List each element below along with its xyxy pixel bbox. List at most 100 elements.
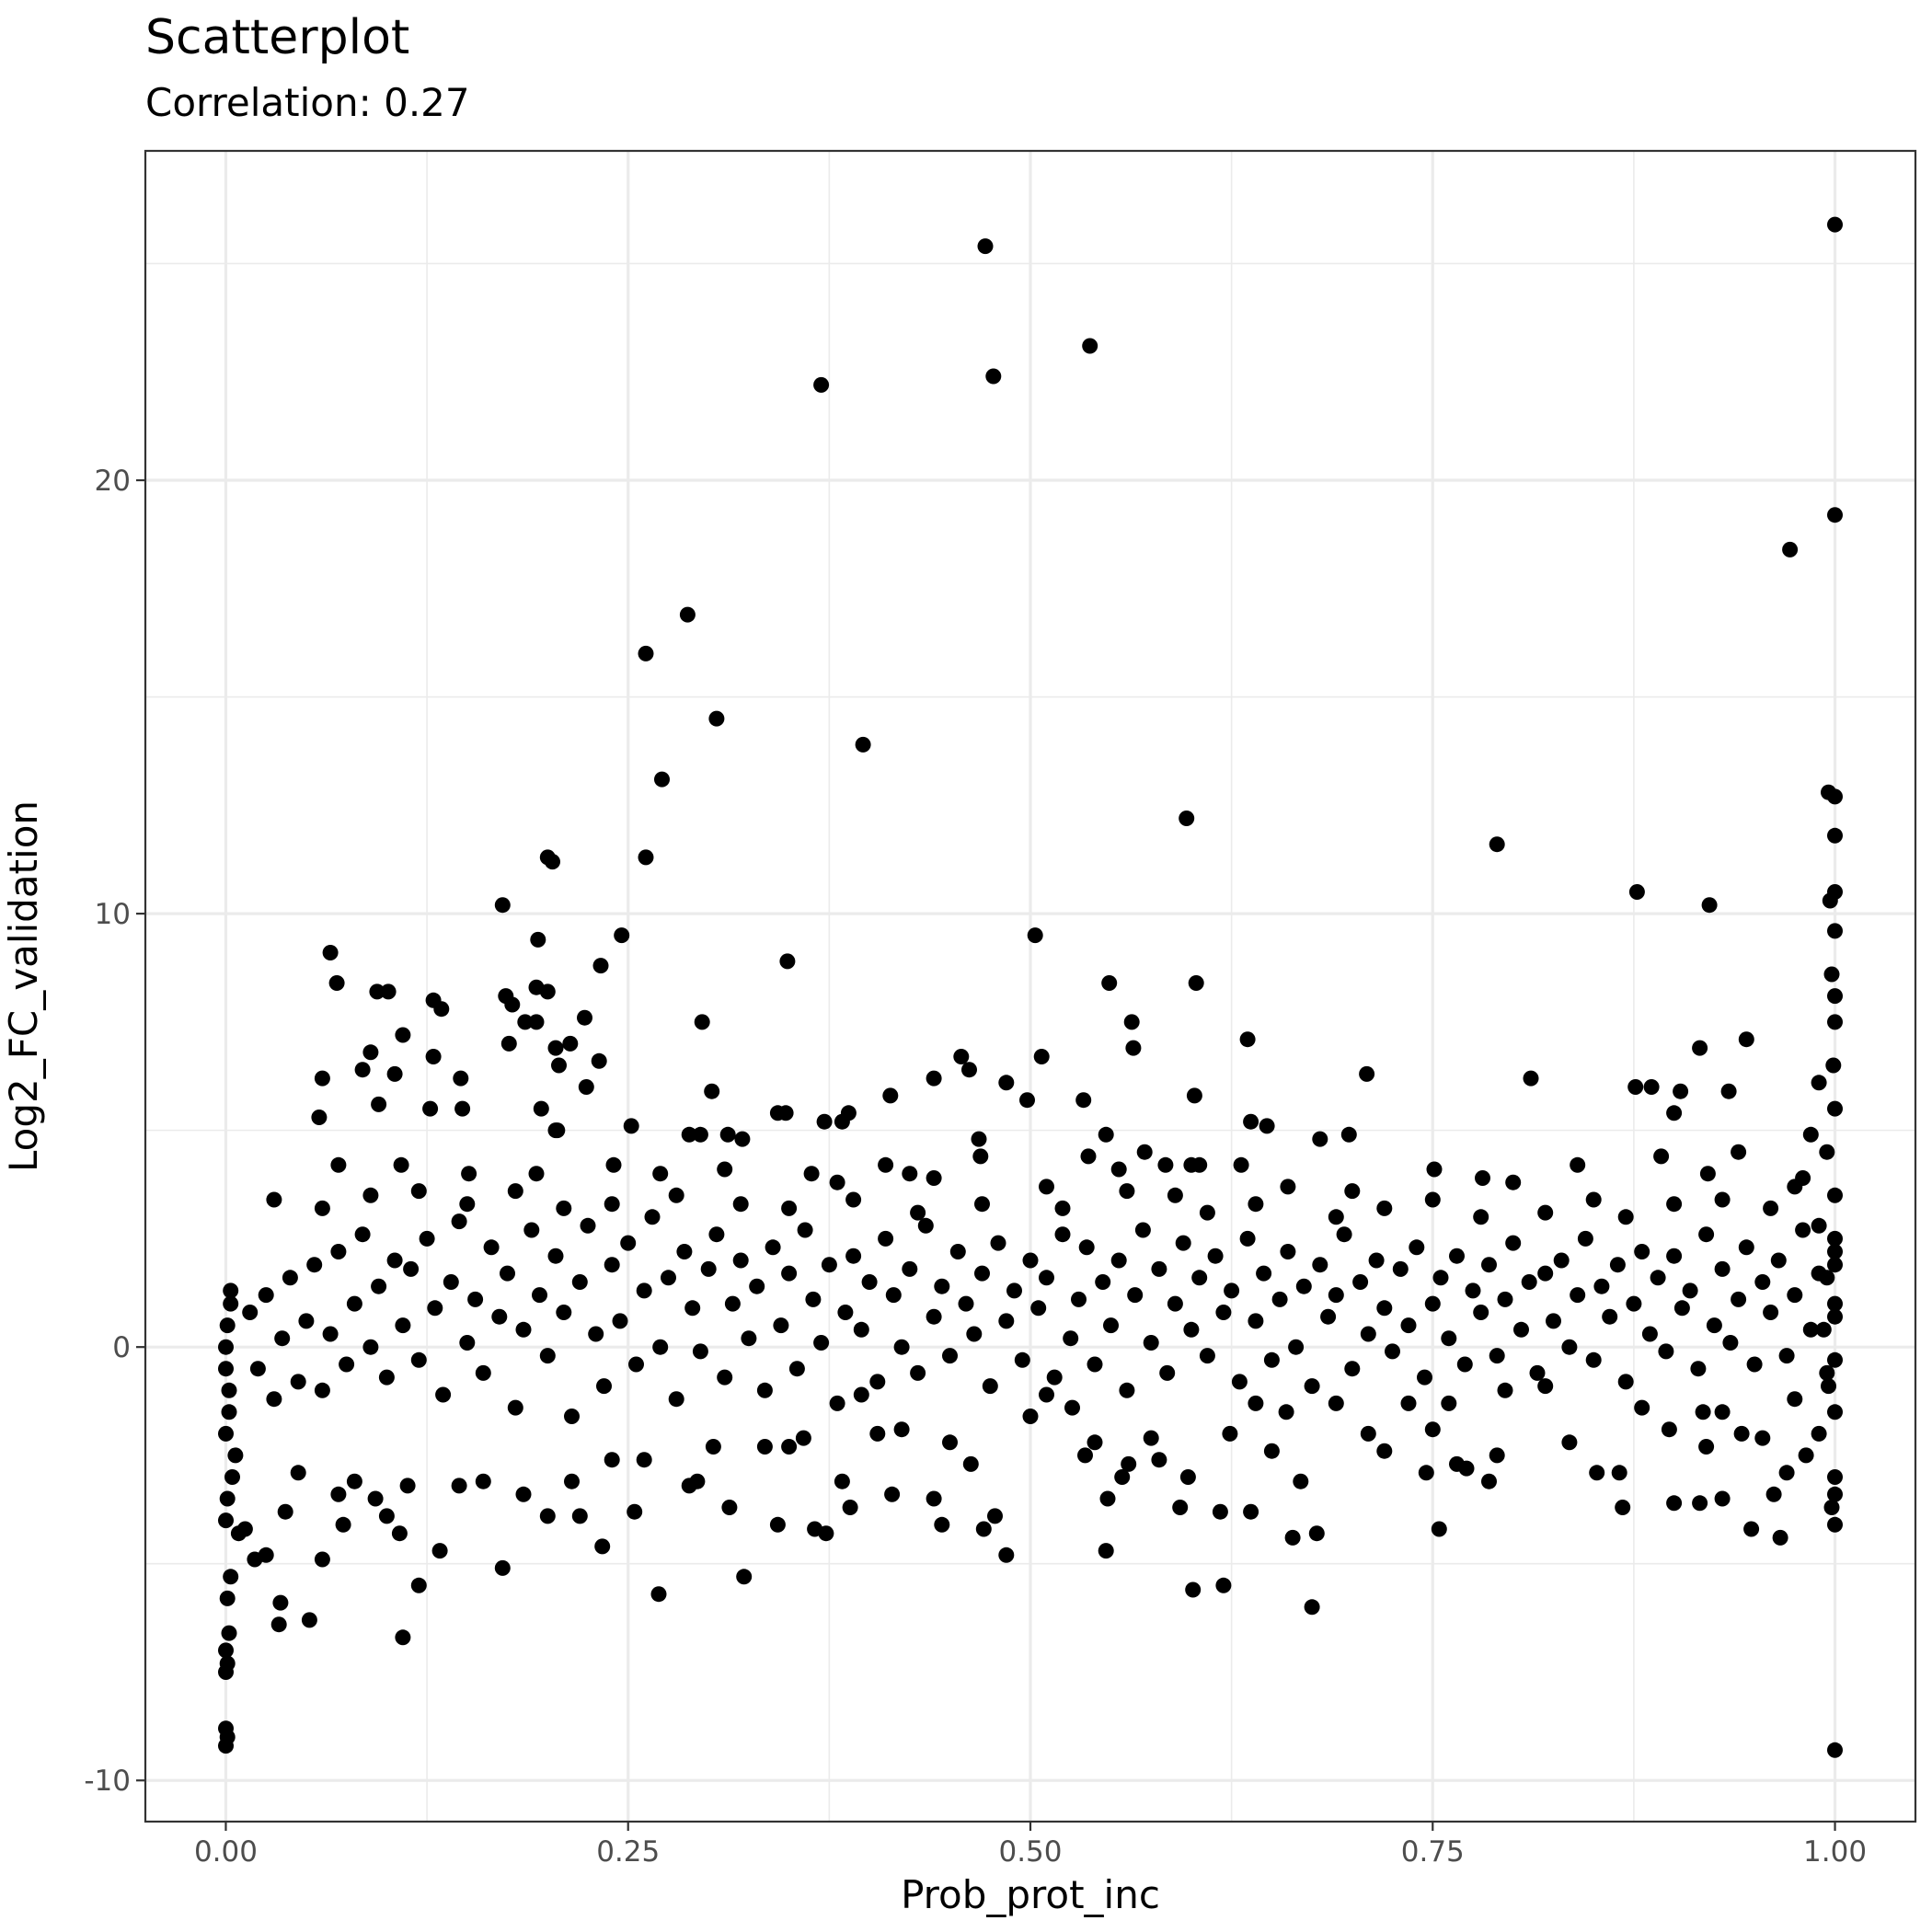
scatter-point	[1054, 1226, 1071, 1243]
scatter-point	[1481, 1257, 1497, 1273]
scatter-point	[1344, 1183, 1361, 1200]
scatter-point	[893, 1421, 910, 1438]
y-tick-label: 10	[95, 898, 131, 931]
scatter-point	[1233, 1156, 1249, 1173]
scatter-point	[1778, 1465, 1795, 1481]
scatter-point	[878, 1156, 894, 1173]
scatter-point	[797, 1222, 813, 1238]
scatter-point	[829, 1174, 845, 1190]
scatter-point	[679, 606, 696, 623]
scatter-point	[1295, 1278, 1312, 1294]
scatter-point	[221, 1382, 237, 1398]
scatter-point	[1256, 1265, 1272, 1282]
scatter-point	[1114, 1469, 1131, 1485]
scatter-point	[362, 1187, 379, 1203]
scatter-point	[1802, 1321, 1819, 1338]
scatter-point	[1658, 1343, 1674, 1360]
scatter-point	[1731, 1291, 1747, 1307]
y-tick-label: 20	[95, 465, 131, 498]
scatter-point	[681, 1126, 697, 1143]
scatter-point	[1754, 1274, 1771, 1290]
scatter-point	[1819, 1144, 1835, 1160]
scatter-point	[453, 1070, 469, 1087]
scatter-point	[467, 1291, 484, 1307]
x-tick-label: 1.00	[1803, 1835, 1867, 1869]
scatter-point	[435, 1386, 452, 1403]
scatter-point	[395, 1629, 411, 1646]
scatter-point	[515, 1321, 532, 1338]
scatter-point	[1497, 1382, 1513, 1398]
scatter-point	[1027, 927, 1043, 944]
scatter-point	[1763, 1305, 1779, 1320]
scatter-point	[612, 1313, 628, 1329]
scatter-point	[795, 1430, 811, 1446]
scatter-point	[354, 1062, 371, 1078]
scatter-point	[1731, 1144, 1747, 1160]
scatter-point	[807, 1521, 823, 1537]
scatter-point	[676, 1244, 693, 1259]
scatter-point	[1465, 1282, 1481, 1299]
scatter-point	[1183, 1321, 1200, 1338]
scatter-point	[1497, 1291, 1513, 1307]
scatter-point	[1714, 1490, 1731, 1507]
scatter-point	[1626, 1295, 1642, 1312]
scatter-point	[855, 736, 871, 753]
scatter-point	[1199, 1348, 1215, 1364]
scatter-point	[1263, 1351, 1280, 1368]
scatter-point	[1553, 1252, 1570, 1269]
scatter-point	[221, 1625, 237, 1641]
scatter-point	[842, 1500, 858, 1515]
scatter-point	[1022, 1409, 1039, 1424]
scatter-point	[1611, 1465, 1627, 1481]
scatter-point	[1489, 1348, 1505, 1364]
scatter-point	[1293, 1473, 1309, 1489]
scatter-point	[1143, 1430, 1159, 1446]
scatter-point	[475, 1364, 491, 1381]
scatter-point	[1505, 1174, 1522, 1190]
scatter-point	[1827, 507, 1843, 523]
scatter-point	[1699, 1166, 1716, 1182]
scatter-point	[893, 1339, 910, 1355]
scatter-point	[532, 1287, 547, 1304]
scatter-point	[834, 1473, 850, 1489]
scatter-point	[322, 1326, 339, 1342]
scatter-point	[845, 1248, 862, 1264]
scatter-point	[1119, 1382, 1135, 1398]
scatter-point	[549, 1122, 566, 1139]
scatter-point	[1802, 1126, 1819, 1143]
scatter-point	[1692, 1040, 1708, 1056]
scatter-point	[638, 849, 654, 866]
scatter-point	[427, 1300, 443, 1317]
scatter-point	[367, 1490, 384, 1507]
scatter-point	[1441, 1395, 1457, 1411]
y-tick-label: 0	[112, 1331, 131, 1364]
scatter-point	[985, 368, 1002, 385]
scatter-point	[1682, 1282, 1698, 1299]
scatter-point	[1239, 1031, 1256, 1048]
scatter-point	[885, 1287, 902, 1304]
scatter-point	[1087, 1356, 1103, 1373]
scatter-point	[218, 1512, 234, 1529]
scatter-point	[1827, 988, 1843, 1005]
scatter-point	[1075, 1092, 1092, 1109]
scatter-point	[998, 1547, 1015, 1563]
scatter-point	[1666, 1105, 1683, 1121]
scatter-point	[369, 983, 385, 1000]
scatter-point	[1827, 1469, 1843, 1485]
scatter-point	[1481, 1473, 1497, 1489]
scatter-point	[882, 1087, 899, 1104]
scatter-point	[1585, 1351, 1602, 1368]
scatter-point	[636, 1282, 652, 1299]
scatter-point	[459, 1335, 476, 1351]
scatter-point	[431, 1543, 448, 1559]
scatter-point	[910, 1364, 926, 1381]
scatter-point	[218, 1339, 234, 1355]
scatter-point	[1014, 1351, 1030, 1368]
scatter-point	[1103, 1317, 1119, 1334]
scatter-point	[1280, 1179, 1296, 1195]
chart-subtitle: Correlation: 0.27	[145, 80, 470, 125]
scatter-point	[987, 1508, 1003, 1524]
scatter-point	[1359, 1065, 1375, 1082]
scatter-point	[604, 1257, 620, 1273]
scatter-point	[974, 1196, 990, 1213]
